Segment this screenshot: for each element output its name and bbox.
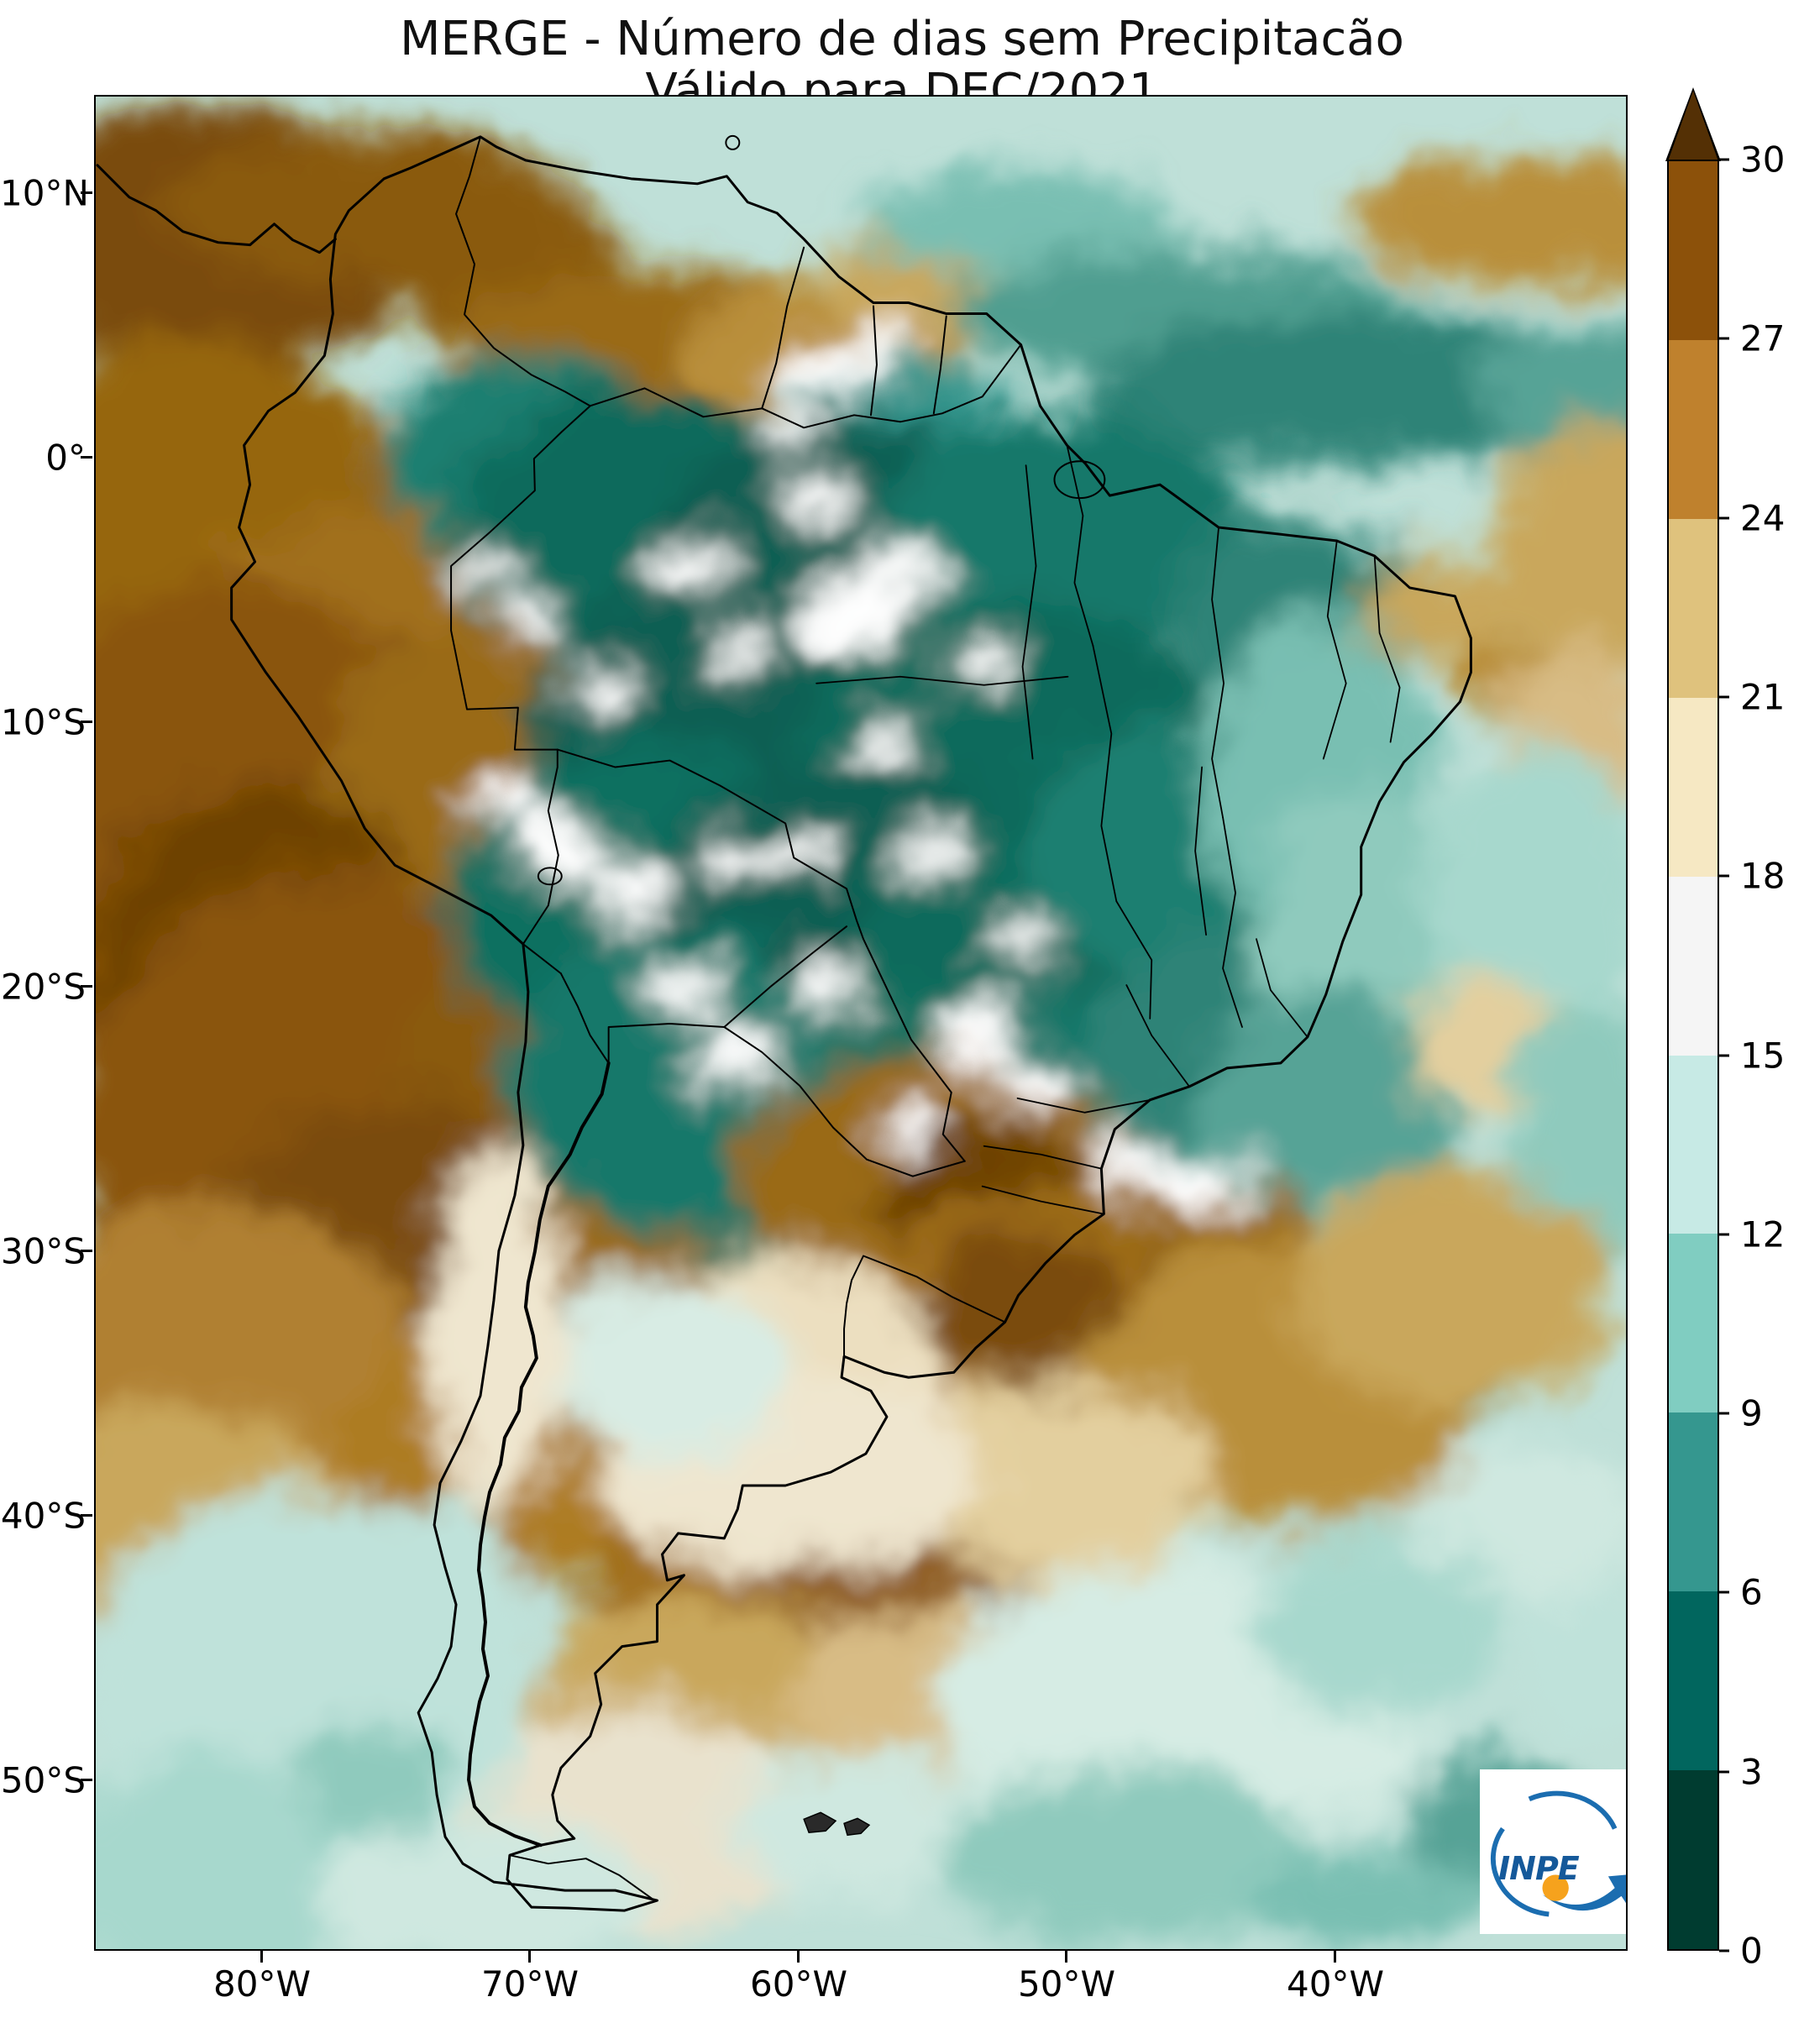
lon-tick-mark [1334, 1951, 1336, 1963]
colorbar-band-0-3 [1669, 1770, 1717, 1950]
logo-arrow [1542, 1874, 1626, 1911]
lon-label-60w: 60°W [750, 1963, 847, 2005]
colorbar-band-9-12 [1669, 1234, 1717, 1413]
inpe-logo-text: INPE [1498, 1850, 1580, 1887]
colorbar-band-27-30 [1669, 161, 1717, 340]
marajo-island-outline [1053, 460, 1106, 500]
map-plot-area: INPE [94, 95, 1628, 1951]
inpe-logo-graphic [1490, 1790, 1626, 1917]
colorbar-tick-mark [1719, 1591, 1729, 1594]
lon-label-40w: 40°W [1287, 1963, 1384, 2005]
lat-label-20s: 20°S [0, 966, 86, 1008]
lon-tick-mark [1065, 1951, 1067, 1963]
lat-label-10n: 10°N [0, 172, 89, 214]
coastlines-borders [96, 134, 1472, 1912]
lat-tick-mark [81, 456, 92, 459]
lon-label-70w: 70°W [481, 1963, 579, 2005]
colorbar-band-6-9 [1669, 1412, 1717, 1592]
colorbar-label-15: 15 [1740, 1035, 1786, 1076]
lon-label-80w: 80°W [213, 1963, 311, 2005]
south-america-map [96, 97, 1626, 1949]
lat-label-40s: 40°S [0, 1495, 86, 1537]
logo-orbit-arc2 [1490, 1826, 1550, 1917]
colorbar-label-3: 3 [1740, 1751, 1763, 1793]
lat-tick-mark [81, 191, 92, 194]
colorbar-tick-mark [1719, 1949, 1729, 1952]
country-borders [450, 135, 1022, 1900]
colorbar-label-24: 24 [1740, 497, 1786, 539]
lake-titicaca-outline [537, 867, 563, 886]
andes-chile-argentina-border [467, 1061, 611, 1847]
colorbar-band-21-24 [1669, 518, 1717, 698]
colorbar-ticks: 30 27 24 21 18 15 12 9 6 3 0 [1719, 139, 1802, 1972]
colorbar-label-18: 18 [1740, 855, 1786, 897]
colorbar-tick-mark [1719, 337, 1729, 340]
colorbar-label-0: 0 [1740, 1930, 1763, 1972]
colorbar-band-12-15 [1669, 1055, 1717, 1234]
colorbar [1667, 160, 1719, 1951]
colorbar-label-12: 12 [1740, 1213, 1786, 1255]
lat-tick-mark [81, 1250, 92, 1252]
colorbar-label-6: 6 [1740, 1571, 1763, 1613]
lat-label-10s: 10°S [0, 701, 86, 743]
colorbar-tick-mark [1719, 874, 1729, 878]
colorbar-tick-mark [1719, 516, 1729, 520]
precip-days-field [96, 105, 1626, 1949]
lon-tick-mark [528, 1951, 531, 1963]
falkland-islands [803, 1811, 871, 1837]
lat-label-30s: 30°S [0, 1230, 86, 1272]
colorbar-label-27: 27 [1740, 317, 1786, 359]
lat-label-0: 0° [45, 437, 86, 479]
central-america-coastline [96, 164, 337, 254]
lat-label-50s: 50°S [0, 1759, 86, 1801]
colorbar-band-18-21 [1669, 697, 1717, 877]
lat-tick-mark [81, 1514, 92, 1517]
colorbar-label-9: 9 [1740, 1392, 1763, 1434]
colorbar-tick-mark [1719, 1233, 1729, 1236]
lat-tick-mark [81, 985, 92, 988]
inpe-logo: INPE [1480, 1769, 1626, 1934]
colorbar-tick-mark [1719, 1054, 1729, 1056]
colorbar-tick-mark [1719, 1770, 1729, 1774]
colorbar-band-24-27 [1669, 339, 1717, 519]
colorbar-label-30: 30 [1740, 139, 1786, 181]
lon-tick-mark [260, 1951, 263, 1963]
colorbar-tick-mark [1719, 158, 1729, 161]
colorbar-band-3-6 [1669, 1591, 1717, 1771]
colorbar-label-21: 21 [1740, 676, 1786, 718]
state-borders [815, 444, 1401, 1215]
trinidad-island-outline [725, 134, 741, 150]
lon-tick-mark [797, 1951, 800, 1963]
colorbar-band-15-18 [1669, 876, 1717, 1056]
logo-orbit-arc [1528, 1790, 1618, 1830]
colorbar-tick-mark [1719, 695, 1729, 699]
lon-label-50w: 50°W [1018, 1963, 1115, 2005]
colorbar-tick-mark [1719, 1412, 1729, 1415]
no-data-patches [460, 327, 1248, 1216]
lat-tick-mark [81, 1779, 92, 1781]
logo-orange-dot [1542, 1874, 1569, 1901]
chart-title: MERGE - Número de dias sem Precipitacão [400, 12, 1404, 66]
lat-tick-mark [81, 721, 92, 723]
